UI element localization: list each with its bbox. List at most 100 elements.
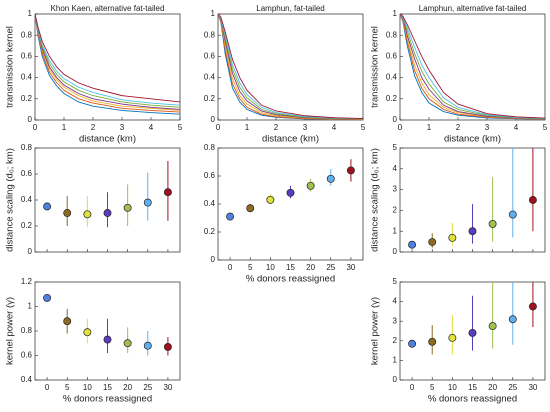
point [468, 329, 477, 337]
y-tick-label: 0.6 [21, 351, 33, 360]
point [408, 240, 417, 249]
x-tick-label: 15 [103, 383, 112, 392]
y-tick-label: 0 [393, 375, 398, 384]
x-tick-label: 2 [91, 123, 96, 132]
x-tick-label: 20 [123, 383, 132, 392]
panel: 0 0.2 0.4 0.6 0.8 distance scaling (d₀; km) [5, 143, 181, 256]
panel: 0 0.2 0.4 0.6 0.8 0 5 10 15 20 25 30 % donors reassi… [204, 143, 364, 285]
point [226, 212, 235, 221]
y-tick-label: 0.2 [204, 227, 216, 236]
panel: 0 0.2 0.4 0.6 0.8 1 0 1 2 3 4 5 Lamphun, alternative… [370, 4, 548, 144]
panel: 0 1 2 3 4 5 0 5 10 15 20 25 30 % donors reassigned ker… [370, 277, 546, 405]
point [286, 188, 295, 197]
point [428, 238, 437, 246]
x-tick-label: 2 [274, 123, 279, 132]
y-tick-label: 0 [393, 115, 398, 124]
point [346, 166, 355, 175]
panel: 0.4 0.6 0.8 1 1.2 0 5 10 15 20 25 30 % donors reassi… [5, 277, 181, 405]
y-tick-label: 1 [28, 9, 33, 18]
x-axis-label: distance (km) [79, 134, 136, 145]
y-axis-label: transmission kernel [5, 26, 16, 108]
point [448, 233, 457, 242]
plot-area [217, 147, 364, 261]
x-tick-label: 25 [508, 383, 517, 392]
point [103, 209, 112, 217]
y-tick-label: 0.2 [21, 221, 33, 230]
kernel-line [217, 13, 364, 120]
y-tick-label: 0.2 [21, 94, 33, 103]
y-tick-label: 0.8 [386, 30, 398, 39]
x-tick-label: 25 [143, 383, 152, 392]
y-axis-label: kernel power (γ) [5, 297, 16, 365]
point [306, 181, 315, 190]
y-tick-label: 1 [393, 226, 398, 235]
point [63, 317, 72, 326]
kernel-line [34, 13, 181, 106]
point [43, 202, 52, 211]
y-tick-label: 0.2 [204, 94, 216, 103]
x-tick-label: 5 [543, 123, 548, 132]
y-tick-label: 0.4 [204, 73, 216, 82]
y-tick-label: 0.8 [21, 30, 33, 39]
panel-title: Lamphun, fat-tailed [256, 4, 325, 13]
y-tick-label: 0 [393, 247, 398, 256]
x-tick-label: 0 [410, 383, 415, 392]
point [63, 209, 72, 217]
kernel-line [34, 13, 181, 108]
y-tick-label: 0.4 [21, 195, 33, 204]
point [508, 210, 517, 219]
x-axis-label: distance (km) [444, 134, 501, 145]
point [123, 203, 132, 212]
y-tick-label: 2 [393, 206, 398, 215]
point [83, 210, 92, 219]
x-tick-label: 0 [216, 123, 221, 132]
y-tick-label: 0.4 [386, 73, 398, 82]
point [266, 195, 275, 204]
x-tick-label: 30 [528, 383, 537, 392]
kernel-line [399, 13, 546, 119]
kernel-line [217, 13, 364, 120]
y-tick-label: 1 [28, 302, 33, 311]
y-tick-label: 0.6 [386, 52, 398, 61]
x-tick-label: 4 [149, 123, 154, 132]
x-tick-label: 3 [485, 123, 490, 132]
point [43, 293, 52, 302]
y-tick-label: 1 [393, 9, 398, 18]
point [448, 333, 457, 342]
plot-area [399, 13, 546, 121]
point [528, 302, 537, 311]
panel-title: Khon Kaen, alternative fat-tailed [51, 4, 165, 13]
x-tick-label: 15 [286, 263, 295, 272]
x-tick-label: 2 [456, 123, 461, 132]
y-tick-label: 0 [211, 115, 216, 124]
point [508, 315, 517, 324]
point [528, 196, 537, 204]
kernel-line [217, 13, 364, 120]
kernel-line [399, 13, 546, 119]
x-tick-label: 5 [65, 383, 70, 392]
plot-area [34, 13, 181, 121]
y-tick-label: 0.8 [21, 326, 33, 335]
point [103, 335, 112, 344]
y-axis-label: distance scaling (d₀; km) [5, 148, 16, 252]
y-tick-label: 0.4 [21, 375, 33, 384]
x-tick-label: 1 [62, 123, 67, 132]
x-tick-label: 3 [120, 123, 125, 132]
y-axis-label: kernel power (γ) [370, 297, 381, 365]
y-tick-label: 3 [393, 316, 398, 325]
point [143, 341, 152, 350]
y-tick-label: 1 [211, 9, 216, 18]
y-tick-label: 0.6 [21, 169, 33, 178]
x-tick-label: 20 [488, 383, 497, 392]
y-tick-label: 1 [393, 356, 398, 365]
y-tick-label: 0.8 [21, 143, 33, 152]
x-tick-label: 1 [427, 123, 432, 132]
point [488, 322, 497, 331]
x-tick-label: 0 [228, 263, 233, 272]
point [408, 339, 417, 348]
kernel-line [399, 13, 546, 120]
x-tick-label: 5 [178, 123, 183, 132]
point [143, 198, 152, 207]
kernel-line [34, 13, 181, 115]
